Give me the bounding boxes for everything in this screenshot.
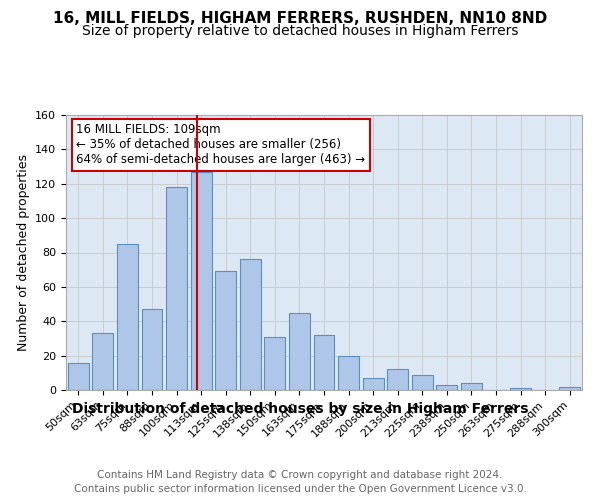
Bar: [314, 335, 334, 390]
Bar: [117, 244, 138, 390]
Bar: [142, 309, 163, 390]
Text: 16, MILL FIELDS, HIGHAM FERRERS, RUSHDEN, NN10 8ND: 16, MILL FIELDS, HIGHAM FERRERS, RUSHDEN…: [53, 11, 547, 26]
Bar: [166, 187, 187, 390]
Bar: [412, 374, 433, 390]
Text: Contains public sector information licensed under the Open Government Licence v3: Contains public sector information licen…: [74, 484, 526, 494]
Bar: [461, 383, 482, 390]
Bar: [338, 356, 359, 390]
Text: Contains HM Land Registry data © Crown copyright and database right 2024.: Contains HM Land Registry data © Crown c…: [97, 470, 503, 480]
Text: 16 MILL FIELDS: 109sqm
← 35% of detached houses are smaller (256)
64% of semi-de: 16 MILL FIELDS: 109sqm ← 35% of detached…: [76, 123, 365, 166]
Bar: [215, 272, 236, 390]
Bar: [240, 260, 261, 390]
Bar: [289, 312, 310, 390]
Bar: [559, 386, 580, 390]
Bar: [387, 370, 408, 390]
Bar: [510, 388, 531, 390]
Bar: [436, 385, 457, 390]
Text: Size of property relative to detached houses in Higham Ferrers: Size of property relative to detached ho…: [82, 24, 518, 38]
Bar: [362, 378, 383, 390]
Text: Distribution of detached houses by size in Higham Ferrers: Distribution of detached houses by size …: [72, 402, 528, 415]
Bar: [191, 172, 212, 390]
Bar: [265, 336, 286, 390]
Y-axis label: Number of detached properties: Number of detached properties: [17, 154, 29, 351]
Bar: [68, 362, 89, 390]
Bar: [92, 334, 113, 390]
